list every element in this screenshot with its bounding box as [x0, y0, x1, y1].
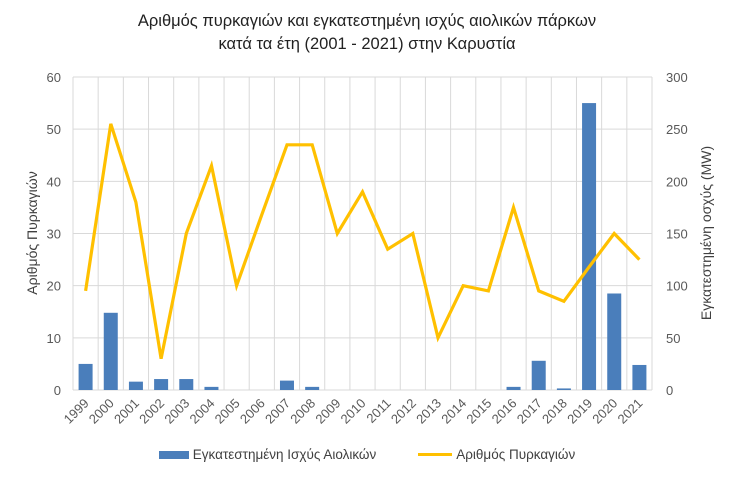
bar: [632, 364, 647, 390]
x-axis-tick: 2010: [338, 396, 369, 427]
right-axis-ticks: 0 50 100 150 200 250 300: [666, 70, 688, 398]
x-axis-tick: 2003: [161, 396, 192, 427]
x-axis-tick: 2015: [463, 396, 494, 427]
bar: [305, 386, 320, 390]
left-axis-tick: 60: [47, 70, 61, 85]
bar: [204, 386, 219, 390]
gridlines: [72, 76, 653, 391]
bar: [78, 363, 93, 390]
chart-title-line-2: κατά τα έτη (2001 - 2021) στην Καρυστία: [218, 35, 516, 53]
chart-title-line-1: Αριθμός πυρκαγιών και εγκατεστημένη ισχύ…: [137, 12, 597, 30]
x-axis-tick: 2017: [514, 396, 545, 427]
x-axis-tick: 2019: [564, 396, 595, 427]
chart-title: Αριθμός πυρκαγιών και εγκατεστημένη ισχύ…: [0, 10, 734, 56]
x-axis-tick: 2018: [539, 396, 570, 427]
legend-item-bars: Εγκατεστημένη Ισχύς Αιολικών: [158, 447, 377, 462]
x-axis-tick: 2002: [136, 396, 167, 427]
bar: [128, 381, 143, 390]
left-axis-tick: 10: [47, 331, 61, 346]
legend-bar-swatch: [158, 450, 189, 459]
bar: [279, 380, 294, 390]
x-axis-tick: 2011: [363, 396, 393, 426]
left-axis-tick: 40: [47, 174, 61, 189]
left-axis-tick: 0: [54, 383, 61, 398]
x-axis-tick: 2004: [187, 396, 218, 427]
right-axis-tick: 150: [666, 227, 688, 242]
bar: [179, 379, 194, 390]
bar: [103, 312, 118, 390]
right-axis-title: Εγκατεστημένη οσχύς (MW): [698, 146, 714, 320]
line-series: [84, 123, 641, 360]
right-axis-tick: 100: [666, 279, 688, 294]
legend: Εγκατεστημένη Ισχύς Αιολικών Αριθμός Πυρ…: [0, 447, 734, 462]
right-axis-tick: 200: [666, 174, 688, 189]
x-axis-tick: 2000: [86, 396, 117, 427]
bar: [154, 379, 169, 390]
x-axis-tick: 2001: [111, 396, 142, 427]
bar: [556, 388, 571, 390]
legend-bar-label: Εγκατεστημένη Ισχύς Αιολικών: [192, 447, 377, 462]
bar-series: [78, 103, 647, 390]
right-axis-tick: 0: [666, 383, 673, 398]
x-axis-tick: 2021: [614, 396, 645, 427]
left-axis-title: Αριθμός Πυρκαγιών: [24, 171, 40, 294]
x-axis-tick: 2008: [287, 396, 318, 427]
x-axis-tick: 2014: [438, 396, 469, 427]
x-axis-tick: 2013: [413, 396, 444, 427]
right-axis-tick: 50: [666, 331, 680, 346]
x-axis-tick: 2005: [212, 396, 243, 427]
left-axis-tick: 50: [47, 122, 61, 137]
bar: [582, 103, 597, 390]
x-axis-tick: 1999: [61, 396, 92, 427]
legend-line-swatch: [418, 453, 453, 456]
left-axis-ticks: 0 10 20 30 40 50 60: [47, 70, 61, 398]
bar: [506, 386, 521, 390]
x-axis-tick: 2016: [489, 396, 520, 427]
left-axis-tick: 30: [47, 227, 61, 242]
right-axis-tick: 250: [666, 122, 688, 137]
left-axis-tick: 20: [47, 279, 61, 294]
x-axis-tick: 2007: [262, 396, 293, 427]
x-axis-ticks: 1999200020012002200320042005200620072008…: [61, 396, 646, 427]
legend-item-line: Αριθμός Πυρκαγιών: [418, 447, 575, 462]
x-axis-tick: 2020: [589, 396, 620, 427]
x-axis-tick: 2009: [312, 396, 343, 427]
bar: [531, 360, 546, 390]
bar: [607, 293, 622, 390]
x-axis-tick: 2012: [388, 396, 419, 427]
x-axis-tick: 2006: [237, 396, 268, 427]
legend-line-label: Αριθμός Πυρκαγιών: [456, 447, 576, 462]
right-axis-tick: 300: [666, 70, 688, 85]
